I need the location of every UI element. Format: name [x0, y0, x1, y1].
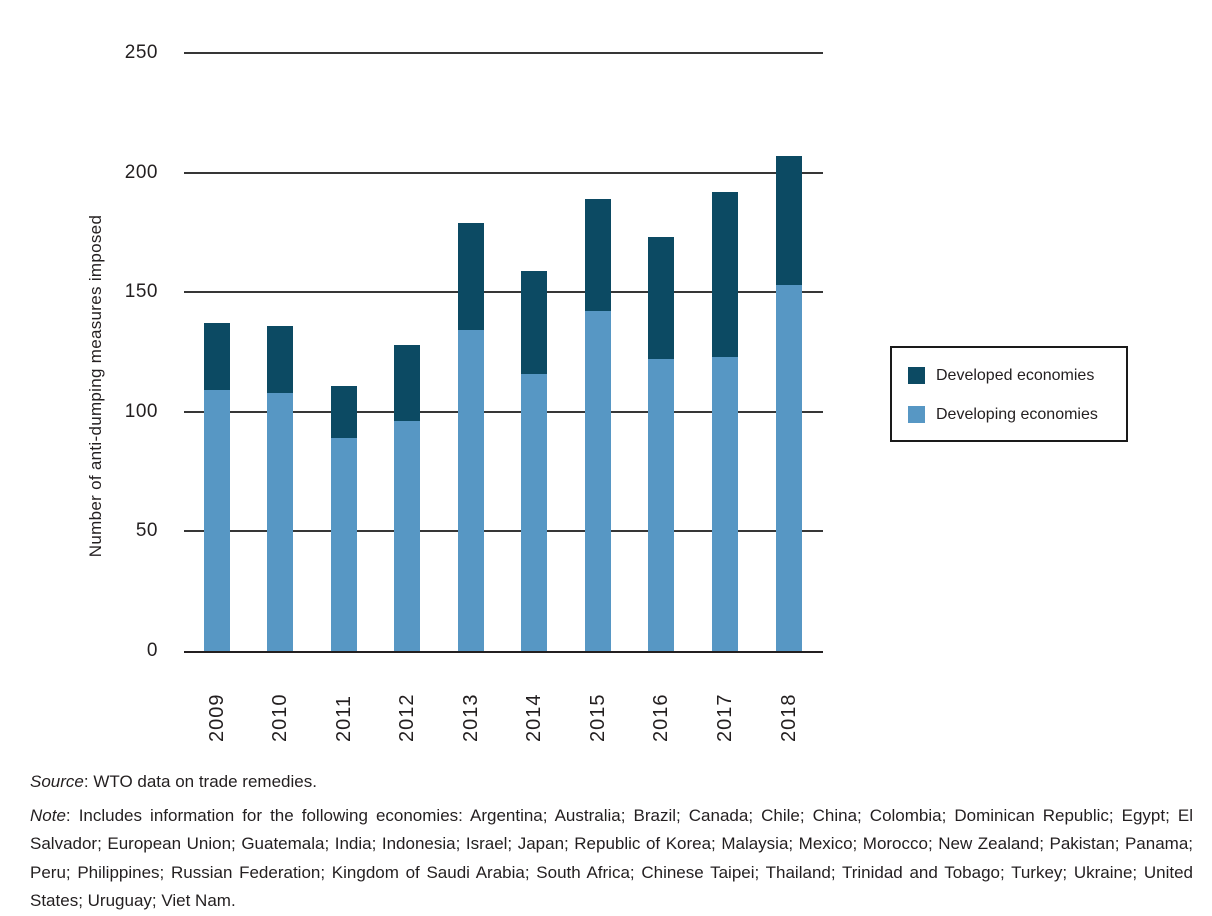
- note-text: : Includes information for the following…: [30, 806, 1193, 911]
- bar-2011-developing: [330, 438, 357, 651]
- x-tick-2013: 2013: [459, 693, 482, 743]
- bar-2011-developed: [330, 385, 357, 439]
- x-tick-2018: 2018: [777, 693, 800, 743]
- x-tick-2010: 2010: [269, 693, 292, 743]
- gridline-200: [184, 171, 823, 174]
- bar-2015-developed: [584, 198, 611, 312]
- y-tick-200: 200: [124, 161, 158, 183]
- developing-economies-swatch: [908, 406, 925, 423]
- source-line: Source: WTO data on trade remedies.: [30, 770, 1193, 794]
- bar-2016-developed: [648, 237, 675, 360]
- developed-economies-swatch: [908, 367, 925, 384]
- note-paragraph: Note: Includes information for the follo…: [30, 802, 1193, 916]
- gridline-100: [184, 410, 823, 413]
- x-tick-2011: 2011: [332, 694, 355, 742]
- bar-2009-developing: [203, 390, 230, 651]
- gridline-150: [184, 291, 823, 294]
- x-tick-2012: 2012: [396, 693, 419, 743]
- bar-2012-developed: [394, 344, 421, 422]
- y-tick-0: 0: [146, 640, 158, 661]
- legend-item-developing: Developing economies: [908, 406, 1098, 423]
- x-tick-2014: 2014: [523, 693, 546, 743]
- gridline-250: [184, 52, 823, 54]
- bar-2013-developed: [457, 222, 484, 331]
- gridline-50: [184, 530, 823, 533]
- bar-2017-developed: [712, 191, 739, 357]
- bar-2018-developed: [775, 155, 802, 286]
- x-tick-2009: 2009: [205, 693, 228, 743]
- bar-2012-developing: [394, 421, 421, 651]
- bar-2017-developing: [712, 356, 739, 651]
- note-label: Note: [30, 806, 66, 825]
- y-tick-50: 50: [135, 520, 158, 542]
- bar-2016-developing: [648, 359, 675, 651]
- legend-item-developed: Developed economies: [908, 367, 1094, 384]
- bar-2010-developing: [267, 392, 294, 651]
- bar-2014-developed: [521, 270, 548, 374]
- x-tick-2016: 2016: [650, 693, 673, 743]
- bar-2013-developing: [457, 330, 484, 651]
- y-tick-150: 150: [124, 281, 158, 303]
- y-tick-100: 100: [124, 400, 158, 422]
- bar-2010-developed: [267, 325, 294, 393]
- source-text: : WTO data on trade remedies.: [83, 772, 317, 791]
- plot-area: [184, 52, 823, 653]
- x-tick-2015: 2015: [586, 693, 609, 743]
- bar-2009-developed: [203, 323, 230, 391]
- bar-2014-developing: [521, 373, 548, 651]
- legend-label-developed: Developed economies: [936, 367, 1095, 384]
- y-tick-250: 250: [124, 42, 158, 63]
- legend-box: Developed economies Developing economies: [890, 346, 1128, 442]
- source-label: Source: [30, 772, 84, 791]
- legend-label-developing: Developing economies: [936, 406, 1098, 423]
- bar-2015-developing: [584, 311, 611, 651]
- x-tick-2017: 2017: [714, 693, 737, 743]
- bar-2018-developing: [775, 285, 802, 651]
